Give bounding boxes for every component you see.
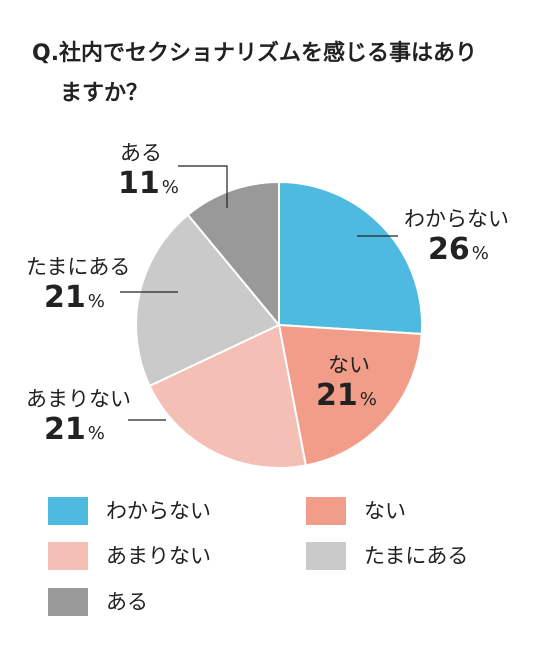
slice-label-nai: ない 21% [316,352,377,418]
slice-label-value: 21% [44,412,105,447]
legend-label: あまりない [106,544,211,568]
legend-swatch [48,588,88,616]
pie-slice-aru [186,180,280,328]
legend-swatch [306,497,346,525]
slice-label-name: たまにある [26,255,131,279]
slice-label-name: ある [120,141,162,165]
slice-label-value: 21% [44,280,105,315]
legend-label: ある [106,590,148,614]
leader-line-aru [178,165,228,208]
legend-swatch [48,542,88,570]
slice-label-tamaniaru: たまにある 21% [26,254,130,320]
legend-swatch [48,497,88,525]
legend-swatch [306,542,346,570]
legend-label: たまにある [364,544,469,568]
pie-slice-tamaniaru [135,213,281,388]
slice-label-value: 11% [118,166,179,201]
chart-title-line2: ますか？ [60,81,149,106]
slice-label-name: ない [328,353,370,377]
chart-title-line1: Q.社内でセクショナリズムを感じる事はあり [32,41,478,66]
slice-label-name: わからない [404,207,509,231]
legend-label: わからない [106,499,211,523]
pie-slice-wakaranai [278,180,423,336]
slice-label-name: あまりない [26,387,131,411]
legend-label: ない [364,499,406,523]
pie-slice-nai [277,323,423,467]
chart-title: Q.社内でセクショナリズムを感じる事はあり ますか？ [32,34,532,114]
pie-slice-amarinai [148,323,307,469]
slice-label-wakaranai: わからない 26% [404,206,509,272]
slice-label-aru: ある 11% [118,140,179,206]
slice-label-value: 26% [428,232,489,267]
slice-label-amarinai: あまりない 21% [26,386,131,452]
slice-label-value: 21% [316,378,377,413]
